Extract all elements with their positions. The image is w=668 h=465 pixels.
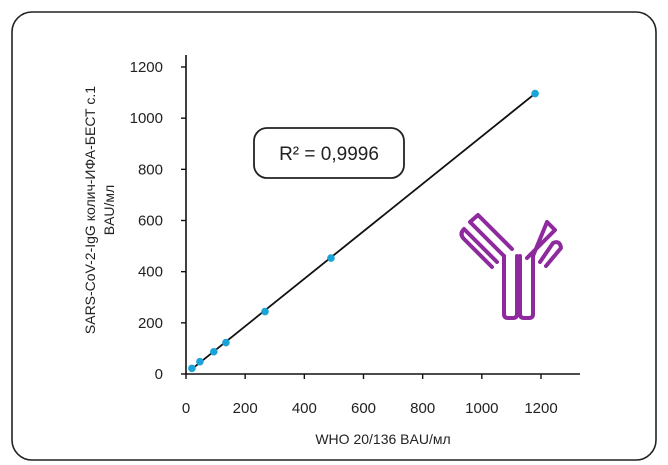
x-tick-label: 1000 — [465, 400, 498, 417]
x-axis-label: WHO 20/136 BAU/мл — [315, 431, 450, 447]
x-tick-label: 600 — [351, 400, 376, 417]
data-point — [210, 347, 218, 356]
data-point — [196, 357, 204, 366]
y-tick-label: 200 — [138, 315, 163, 332]
x-ticks: 0 200 400 600 800 1000 1200 — [182, 374, 558, 417]
data-point — [261, 307, 269, 316]
data-point — [327, 254, 335, 262]
y-axis-label-line2: BAU/мл — [101, 185, 117, 235]
chart-frame — [11, 11, 657, 461]
x-tick-label: 1200 — [524, 400, 557, 417]
antibody-icon — [459, 213, 563, 320]
data-point — [531, 89, 539, 98]
fit-line — [189, 92, 536, 371]
y-tick-label: 600 — [138, 213, 163, 230]
x-tick-label: 400 — [292, 400, 317, 417]
r2-box — [253, 127, 405, 179]
x-tick-label: 200 — [233, 400, 258, 417]
y-tick-label: 0 — [155, 366, 163, 383]
data-points — [188, 89, 539, 373]
data-point — [188, 364, 196, 373]
y-axis-label-line1: SARS-CoV-2-IgG колич-ИФА-БЕСТ с.1 — [82, 86, 98, 334]
y-ticks: 0 200 400 600 800 1000 1200 — [130, 59, 186, 383]
y-tick-label: 1200 — [130, 59, 163, 76]
x-tick-label: 0 — [182, 400, 190, 417]
y-tick-label: 800 — [138, 161, 163, 178]
y-tick-label: 1000 — [130, 110, 163, 127]
data-point — [222, 338, 230, 347]
r2-annotation: R² = 0,9996 — [279, 144, 379, 165]
x-tick-label: 800 — [410, 400, 435, 417]
y-tick-label: 400 — [138, 264, 163, 281]
